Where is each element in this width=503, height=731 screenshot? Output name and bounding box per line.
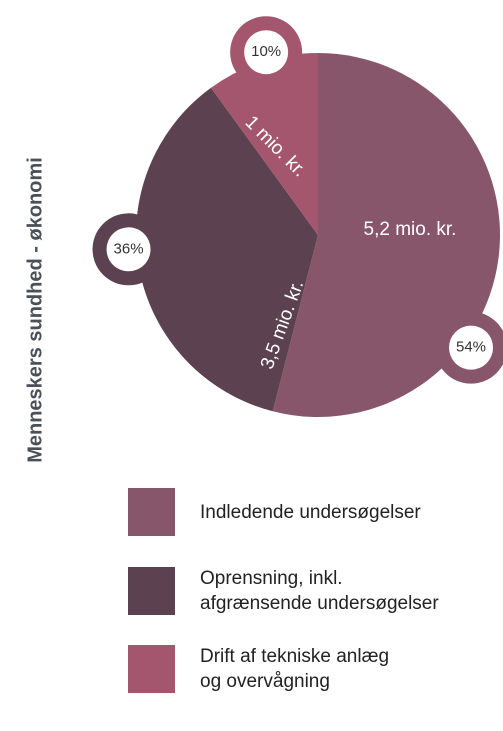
legend-label: Drift af tekniske anlæg og overvågning [200, 646, 390, 692]
badge [106, 227, 151, 272]
legend-label: Indledende undersøgelser [200, 501, 421, 523]
legend-swatch [128, 488, 175, 536]
badge [244, 30, 289, 75]
value-label: 54% [456, 339, 486, 356]
pie-slice [211, 53, 318, 235]
legend-item: Oprensning, inkl. afgrænsende undersøgel… [128, 566, 439, 616]
amount-label: 5,2 mio. kr. [364, 219, 457, 240]
value-label: 10% [251, 43, 281, 60]
legend-swatch [128, 645, 175, 693]
pie-slice [136, 87, 318, 412]
value-label: 36% [114, 240, 144, 257]
legend-item: Drift af tekniske anlæg og overvågning [128, 644, 389, 694]
badge [449, 325, 494, 370]
legend-item: Indledende undersøgelser [128, 488, 421, 536]
axis-title: Menneskers sundhed - økonomi [24, 157, 46, 463]
legend-swatch [128, 567, 175, 615]
legend-label: Oprensning, inkl. afgrænsende undersøgel… [200, 568, 439, 614]
